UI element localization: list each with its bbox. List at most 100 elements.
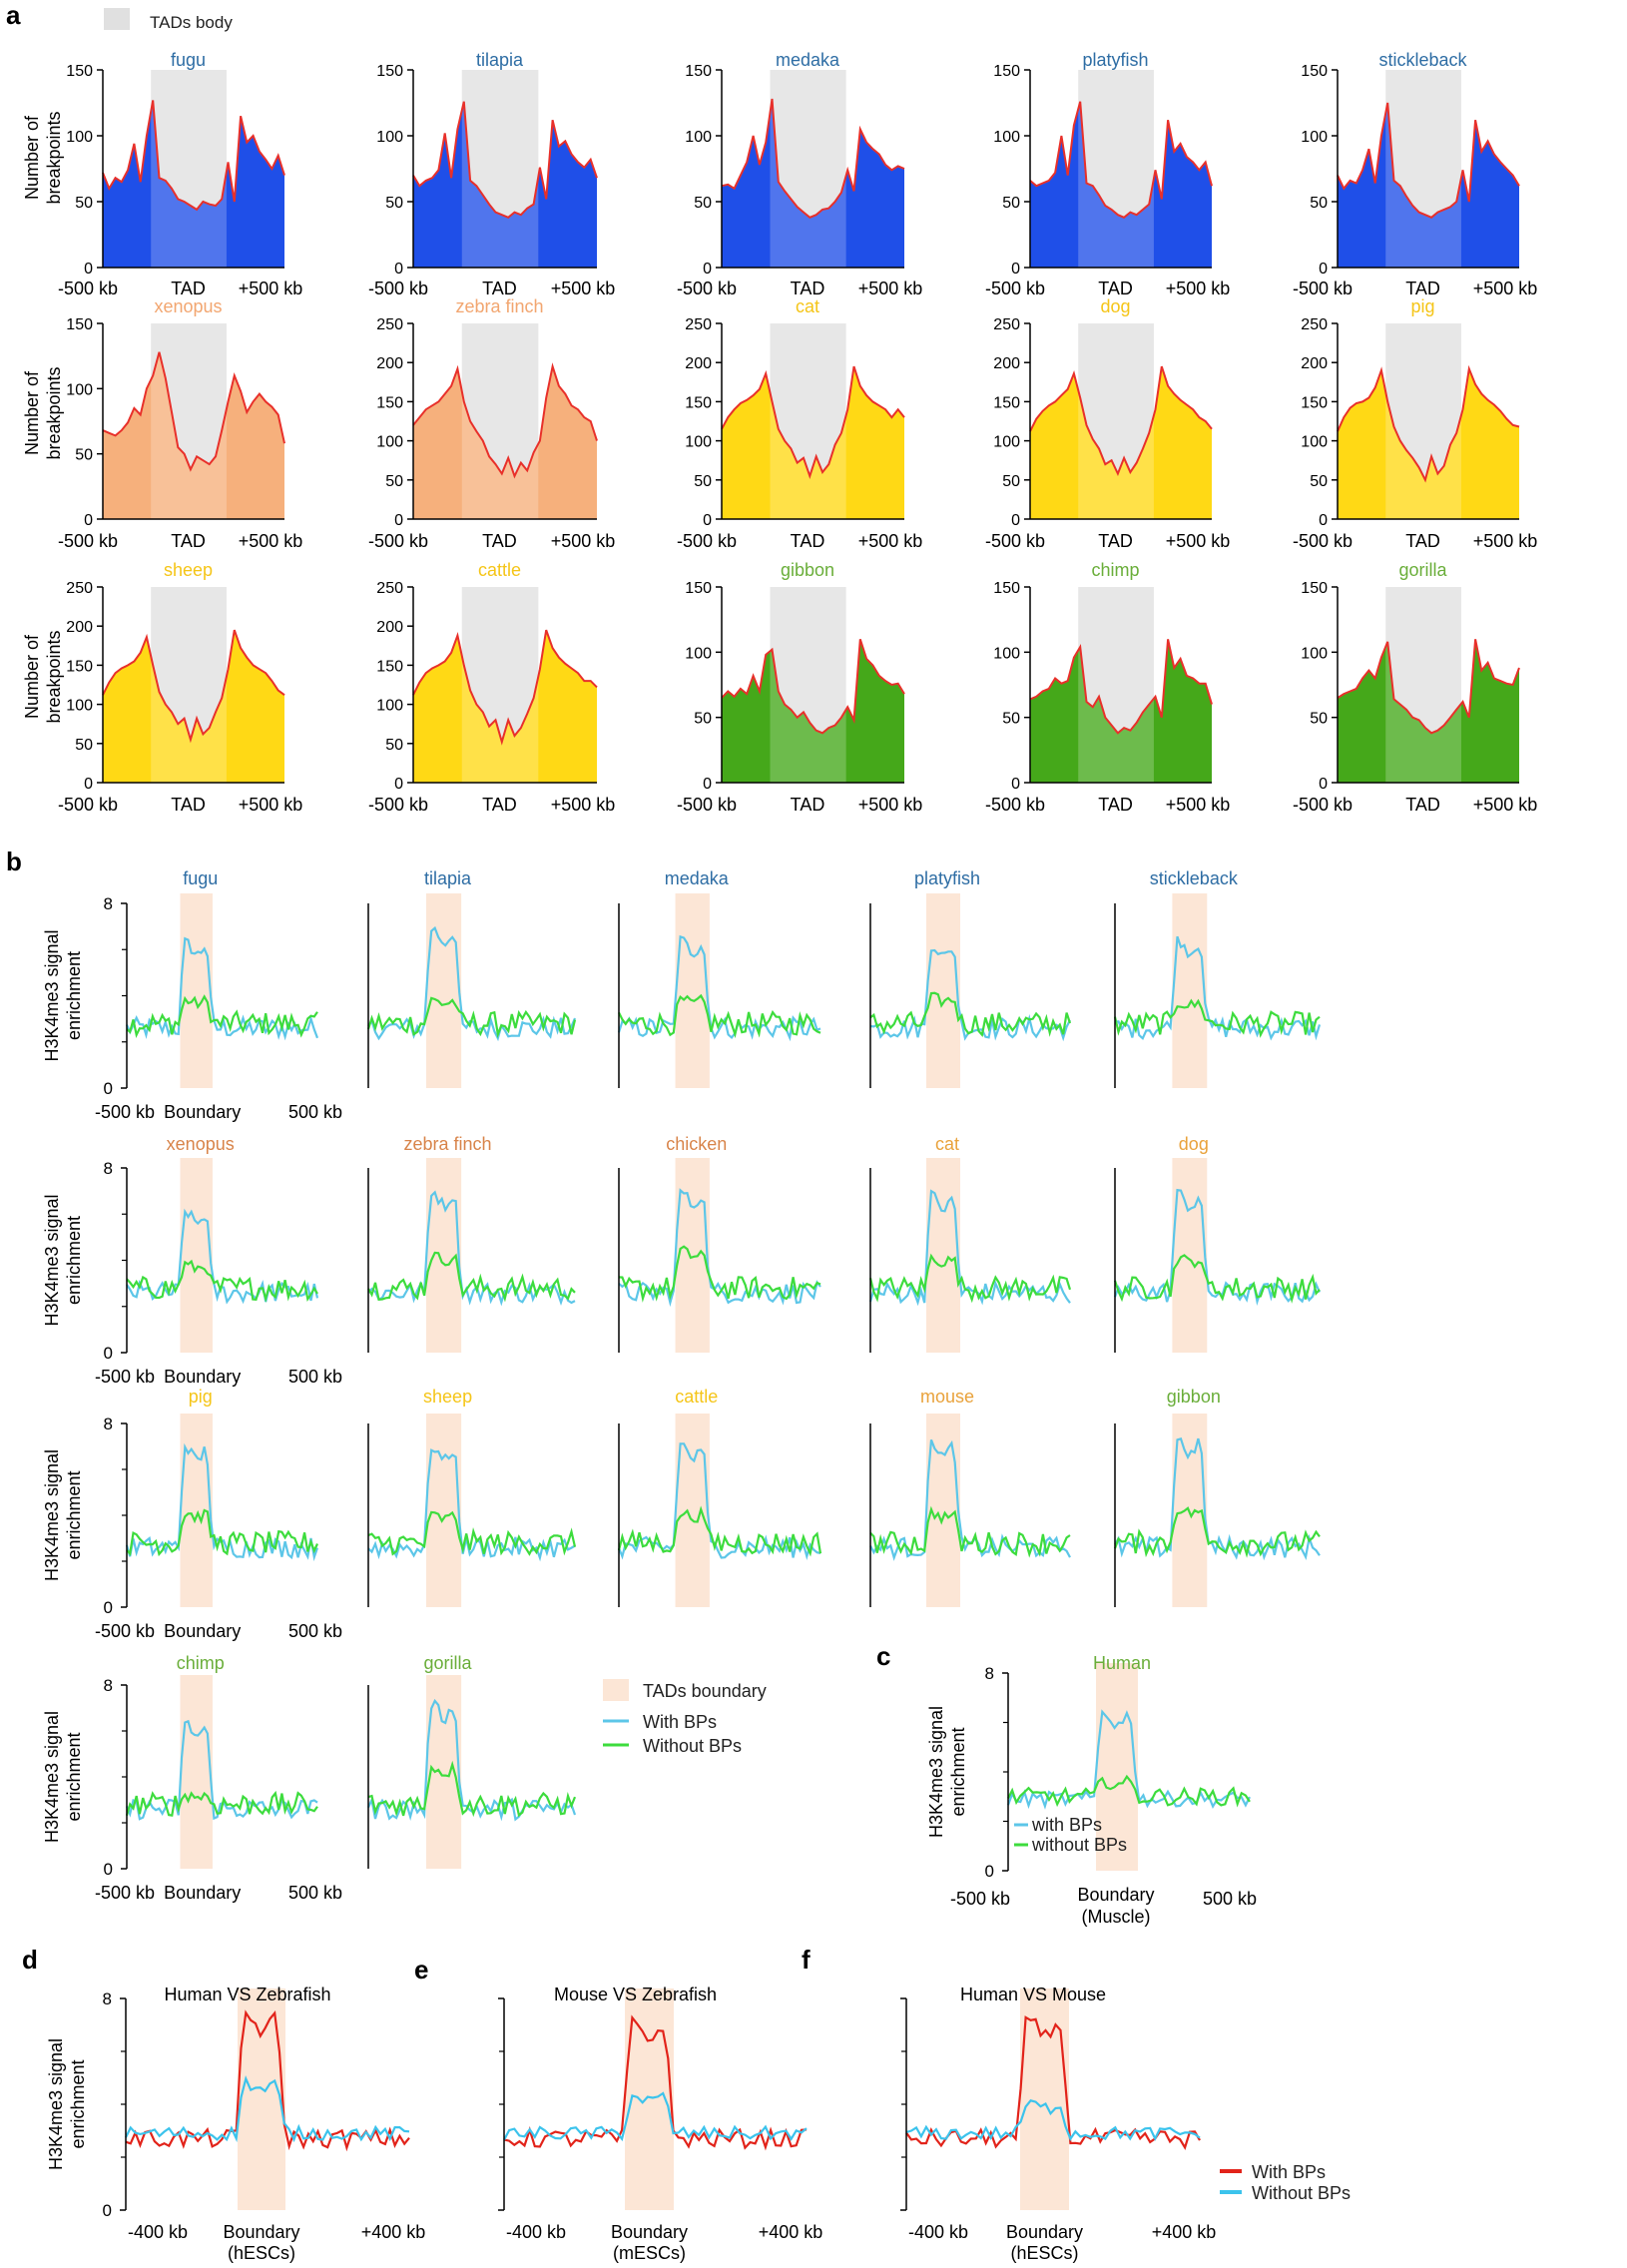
panel-label-e: e	[414, 1955, 428, 1984]
line-without-platyfish	[869, 991, 1072, 1037]
title-b-cattle: cattle	[675, 1387, 718, 1407]
area-zebra-finch	[413, 366, 597, 519]
y-tick-label-gorilla: 0	[1319, 776, 1328, 793]
x-label-mid-d: Boundary	[223, 2222, 299, 2242]
tad-overlay-stickleback	[1385, 70, 1461, 268]
boundary-band-chimp	[180, 1675, 213, 1869]
area-dog	[1030, 366, 1212, 519]
ylabel-d-line1: H3K4me3 signal	[46, 2038, 66, 2170]
x-sublabel-e: (mESCs)	[613, 2243, 686, 2263]
tad-overlay-fugu	[151, 70, 227, 268]
title-b-xenopus: xenopus	[167, 1134, 235, 1154]
line-without-fugu	[126, 994, 318, 1039]
line-without-c	[1007, 1774, 1251, 1808]
y-tick-label-cattle: 0	[394, 776, 403, 793]
tad-overlay-gorilla	[1385, 587, 1461, 783]
title-gorilla: gorilla	[1399, 560, 1448, 580]
y-tick-label-pig: 200	[1301, 355, 1328, 372]
x-label-left-chimp: -500 kb	[985, 795, 1045, 815]
boundary-band-d	[238, 1988, 285, 2210]
ylabel-b-line2-pig: enrichment	[64, 1470, 84, 1559]
legend-b-without-label: Without BPs	[643, 1736, 742, 1756]
boundary-band-f	[1020, 1988, 1069, 2210]
title-c: Human	[1093, 1653, 1151, 1673]
x-label-left-platyfish: -500 kb	[985, 279, 1045, 298]
legend-def-with-label: With BPs	[1252, 2162, 1326, 2182]
title-gibbon: gibbon	[781, 560, 834, 580]
curve-xenopus	[102, 351, 285, 472]
x-label-right-dog: +500 kb	[1166, 531, 1231, 551]
title-b-platyfish: platyfish	[914, 868, 980, 888]
x-sublabel-f: (hESCs)	[1010, 2243, 1078, 2263]
tad-overlay-xenopus	[151, 323, 227, 519]
x-label-mid-cattle: TAD	[482, 795, 517, 815]
y-tick-label-stickleback: 150	[1301, 63, 1328, 80]
title-d: Human VS Zebrafish	[164, 1984, 330, 2004]
y-tick-label-dog: 250	[993, 316, 1020, 333]
y-tick-label-medaka: 150	[685, 63, 712, 80]
y-tick-label-dog: 0	[1011, 512, 1020, 529]
legend-tads-body-label: TADs body	[150, 13, 233, 32]
x-label-right-xenopus: +500 kb	[239, 531, 303, 551]
line-with-mouse	[869, 1439, 1071, 1561]
y-tick-label-dog: 50	[1002, 473, 1020, 490]
tad-overlay-pig	[1385, 323, 1461, 519]
x-label-mid-b-pig: Boundary	[164, 1621, 241, 1641]
title-f: Human VS Mouse	[960, 1984, 1106, 2004]
y-tick-label-cat: 100	[685, 434, 712, 451]
y-tick-0-pig: 0	[104, 1598, 113, 1617]
curve-medaka	[721, 98, 905, 219]
ylabel-a-line1-row3: Number of	[22, 634, 42, 719]
tad-overlay-cat	[770, 323, 846, 519]
x-label-mid-b-xenopus: Boundary	[164, 1367, 241, 1387]
x-label-left-zebra-finch: -500 kb	[368, 531, 428, 551]
y-tick-label-tilapia: 50	[385, 195, 403, 212]
x-label-right-gorilla: +500 kb	[1473, 795, 1538, 815]
boundary-band-fugu	[180, 893, 213, 1088]
title-e: Mouse VS Zebrafish	[554, 1984, 717, 2004]
x-label-right-zebra-finch: +500 kb	[551, 531, 616, 551]
boundary-band-xenopus	[180, 1158, 213, 1353]
x-label-right-fugu: +500 kb	[239, 279, 303, 298]
y-tick-0-chimp: 0	[104, 1860, 113, 1879]
x-label-left-gibbon: -500 kb	[677, 795, 737, 815]
line-without-mouse	[869, 1505, 1071, 1558]
y-tick-label-pig: 0	[1319, 512, 1328, 529]
legend-tads-body-swatch	[104, 8, 130, 30]
y-tick-label-cat: 150	[685, 394, 712, 411]
tad-overlay-gibbon	[770, 587, 846, 783]
title-zebra-finch: zebra finch	[455, 296, 543, 316]
title-b-medaka: medaka	[665, 868, 730, 888]
tad-overlay-platyfish	[1078, 70, 1154, 268]
legend-b-with-label: With BPs	[643, 1712, 717, 1732]
tad-overlay-medaka	[770, 70, 846, 268]
y-tick-label-platyfish: 150	[993, 63, 1020, 80]
legend-b-boundary-label: TADs boundary	[643, 1681, 767, 1701]
y-tick-label-gorilla: 100	[1301, 645, 1328, 662]
x-label-mid-gorilla: TAD	[1405, 795, 1440, 815]
curve-dog	[1029, 365, 1213, 477]
title-platyfish: platyfish	[1083, 50, 1149, 70]
line-with-dog	[1113, 1188, 1322, 1306]
y-tick-label-pig: 100	[1301, 434, 1328, 451]
y-tick-label-platyfish: 50	[1002, 195, 1020, 212]
y-tick-0-xenopus: 0	[104, 1344, 113, 1363]
area-cat	[722, 366, 904, 519]
x-label-mid-b-chimp: Boundary	[164, 1883, 241, 1903]
x-label-left-dog: -500 kb	[985, 531, 1045, 551]
curve-sheep	[102, 629, 285, 744]
y-tick-0-d: 0	[103, 2201, 112, 2220]
curve-fugu	[102, 100, 285, 212]
title-b-gorilla: gorilla	[424, 1653, 473, 1673]
x-label-right-b-pig: 500 kb	[288, 1621, 342, 1641]
line-without-zebra-finch	[367, 1251, 576, 1303]
x-label-right-platyfish: +500 kb	[1166, 279, 1231, 298]
x-label-left-medaka: -500 kb	[677, 279, 737, 298]
y-tick-label-stickleback: 50	[1310, 195, 1328, 212]
x-label-mid-stickleback: TAD	[1405, 279, 1440, 298]
x-label-mid-xenopus: TAD	[171, 531, 206, 551]
panel-label-d: d	[22, 1945, 38, 1975]
ylabel-c-line2: enrichment	[948, 1727, 968, 1816]
line-without-gibbon	[1113, 1506, 1321, 1558]
